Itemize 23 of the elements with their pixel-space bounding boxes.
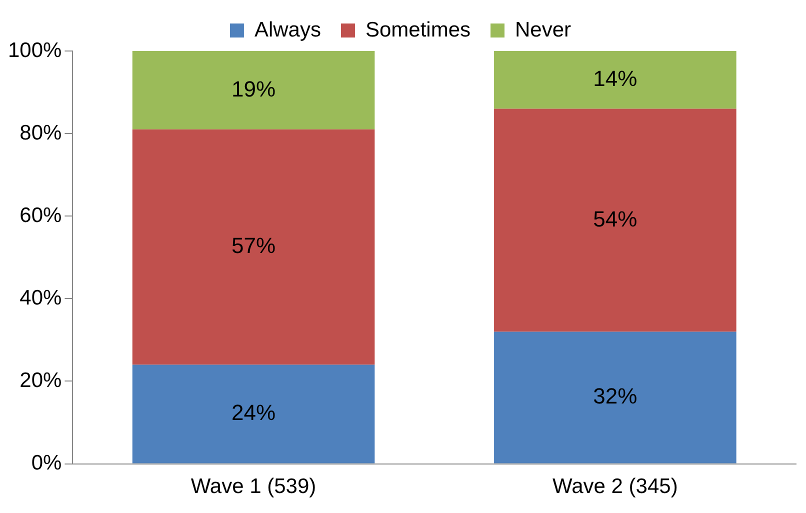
bar (494, 108, 736, 332)
data-label: 32% (593, 384, 638, 409)
y-tick-label: 0% (31, 452, 62, 475)
y-tick-label: 40% (20, 286, 62, 310)
x-tick-label: Wave 1 (539) (190, 475, 316, 498)
data-label: 54% (593, 206, 638, 232)
y-tick-label: 80% (20, 121, 62, 144)
bar (132, 364, 375, 464)
legend-label: Never (515, 18, 572, 42)
x-tick-label: Wave 2 (345) (552, 475, 678, 498)
bar (494, 332, 736, 464)
y-tick-label: 100% (8, 38, 62, 62)
bar (494, 51, 736, 109)
bar (132, 129, 375, 365)
legend-label: Always (254, 18, 321, 42)
y-tick-label: 20% (20, 369, 62, 392)
data-label: 14% (593, 66, 638, 91)
data-label: 57% (232, 233, 276, 258)
bar (132, 51, 375, 130)
y-tick-label: 60% (20, 204, 62, 227)
data-label: 19% (232, 76, 276, 102)
legend-label: Sometimes (365, 18, 471, 42)
data-label: 24% (232, 400, 276, 426)
